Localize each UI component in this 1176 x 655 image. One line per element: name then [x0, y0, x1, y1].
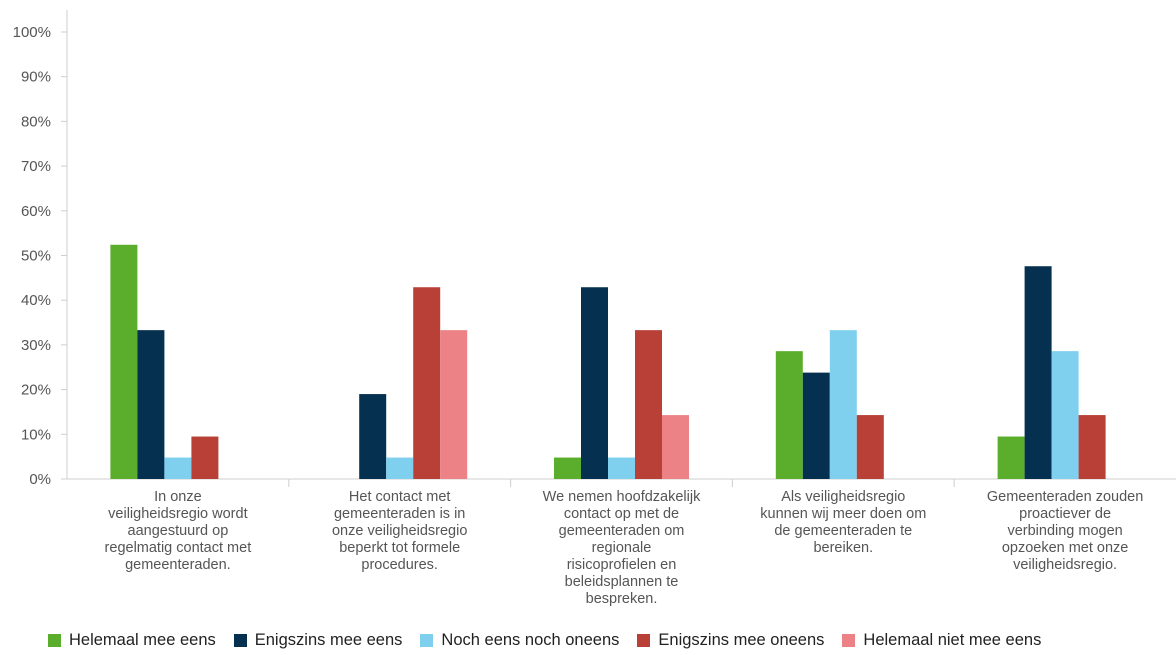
x-category-label: In onze veiligheidsregio wordt aangestuurd… — [78, 489, 278, 574]
bar — [191, 436, 219, 479]
x-category-label-line: veiligheidsregio. — [1013, 557, 1118, 573]
x-category-label-line: onze veiligheidsregio — [331, 523, 468, 539]
x-category-label-line: gemeenteraden om — [558, 523, 685, 539]
x-category-label-line: kunnen wij meer doen om — [760, 506, 927, 522]
bar — [554, 457, 581, 479]
x-category-label-line: Het contact met — [348, 489, 451, 505]
y-tick-label: 40% — [21, 292, 51, 309]
y-tick-label: 80% — [21, 113, 51, 130]
y-tick-label: 60% — [21, 203, 51, 220]
legend-swatch — [637, 634, 651, 647]
x-category-label: Het contact met gemeenteraden is in onze v… — [300, 489, 500, 574]
y-tick-label: 0% — [29, 471, 51, 488]
bar — [856, 415, 884, 479]
y-tick-label: 20% — [21, 382, 51, 399]
bar — [110, 244, 138, 479]
legend-label: Noch eens noch oneens — [441, 631, 620, 649]
bar — [1024, 266, 1052, 479]
bar — [997, 436, 1025, 479]
legend-item: Noch eens noch oneens — [420, 631, 619, 650]
x-category-label-line: Gemeenteraden zouden — [986, 489, 1144, 505]
x-category-label-line: regionale — [591, 540, 652, 556]
legend-item: Helemaal niet mee eens — [842, 631, 1041, 650]
x-category-label-line: procedures. — [361, 557, 438, 573]
x-category-label-line: gemeenteraden. — [125, 557, 231, 573]
legend: Helemaal mee eens Enigszins mee eens Noch … — [48, 631, 1041, 650]
x-category-label: Gemeenteraden zouden proactiever de verbin… — [965, 489, 1165, 574]
x-category-label-line: bespreken. — [585, 591, 658, 607]
y-tick-label: 70% — [21, 158, 51, 175]
bar — [1051, 351, 1079, 479]
legend-swatch — [842, 634, 856, 647]
bar — [581, 287, 608, 479]
x-category-label-line: aangestuurd op — [127, 523, 229, 539]
bar — [386, 457, 414, 479]
x-category-label-line: veiligheidsregio wordt — [108, 506, 248, 522]
bar — [413, 287, 441, 479]
x-category-label-line: proactiever de — [1019, 506, 1112, 522]
bar — [829, 330, 857, 479]
x-category-label-line: opzoeken met onze — [1001, 540, 1129, 556]
bar — [164, 457, 192, 479]
bar — [359, 394, 387, 479]
x-category-label-line: We nemen hoofdzakelijk — [542, 489, 701, 505]
x-category-label: Als veiligheidsregio kunnen wij meer doen… — [743, 489, 943, 557]
x-category-label-line: contact op met de — [563, 506, 680, 522]
x-category-label-line: bereiken. — [813, 540, 874, 556]
x-category-label-line: Als veiligheidsregio — [781, 489, 906, 505]
bar — [137, 330, 165, 479]
legend-label: Enigszins mee oneens — [658, 631, 825, 649]
x-category-label-line: beleidsplannen te — [564, 574, 679, 590]
x-category-label-line: de gemeenteraden te — [774, 523, 913, 539]
x-category-label-line: In onze — [154, 489, 202, 505]
legend-item: Enigszins mee oneens — [637, 631, 824, 650]
bar — [775, 351, 803, 479]
legend-swatch — [420, 634, 434, 647]
y-tick-label: 10% — [21, 426, 51, 443]
y-tick-label: 50% — [21, 248, 51, 265]
bar — [635, 330, 662, 479]
x-category-label-line: verbinding mogen — [1007, 523, 1123, 539]
legend-label: Helemaal niet mee eens — [863, 631, 1042, 649]
y-tick-label: 90% — [21, 69, 51, 86]
y-tick-label: 30% — [21, 337, 51, 354]
legend-label: Enigszins mee eens — [254, 631, 403, 649]
bar — [662, 415, 689, 479]
x-category-label-line: beperkt tot formele — [339, 540, 461, 556]
legend-swatch — [233, 634, 247, 647]
x-category-label-line: risicoprofielen en — [566, 557, 677, 573]
legend-label: Helemaal mee eens — [69, 631, 216, 649]
bar — [802, 372, 830, 479]
y-tick-label: 100% — [13, 24, 51, 41]
legend-item: Enigszins mee eens — [233, 631, 403, 650]
bar — [440, 330, 468, 479]
x-category-label: We nemen hoofdzakelijk contact op met de g… — [522, 489, 722, 608]
bar — [1078, 415, 1106, 479]
legend-item: Helemaal mee eens — [48, 631, 216, 650]
legend-swatch — [48, 634, 61, 647]
x-category-label-line: regelmatig contact met — [104, 540, 252, 556]
bar — [608, 457, 635, 479]
x-category-label-line: gemeenteraden is in — [333, 506, 466, 522]
